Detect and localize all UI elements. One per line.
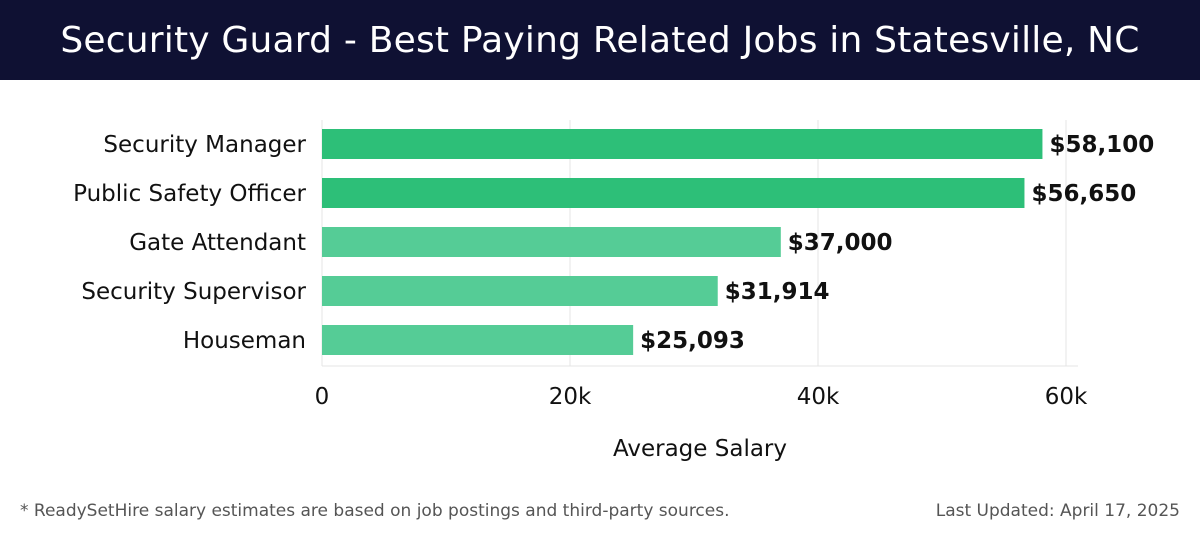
last-updated: Last Updated: April 17, 2025: [935, 501, 1180, 521]
bar: [322, 178, 1025, 208]
value-label: $25,093: [640, 328, 745, 354]
category-label: Security Manager: [103, 132, 306, 158]
category-label: Public Safety Officer: [73, 181, 306, 207]
x-tick-label: 40k: [797, 384, 840, 410]
title-bar: Security Guard - Best Paying Related Job…: [0, 0, 1200, 80]
category-label: Houseman: [183, 328, 306, 354]
x-tick-labels: 0 20k 40k 60k: [315, 384, 1088, 410]
value-label: $56,650: [1031, 181, 1136, 207]
category-labels: Security Manager Public Safety Officer Gat…: [73, 132, 306, 354]
bar: [322, 325, 634, 355]
value-label: $37,000: [788, 230, 893, 256]
value-labels: $58,100 $56,650 $37,000 $31,914 $25,093: [640, 132, 1154, 354]
category-label: Gate Attendant: [129, 230, 306, 256]
bars: [322, 129, 1043, 355]
bar: [322, 227, 781, 257]
bar: [322, 276, 718, 306]
x-tick-label: 0: [315, 384, 330, 410]
x-axis-label: Average Salary: [613, 436, 787, 462]
category-label: Security Supervisor: [81, 279, 306, 305]
x-tick-label: 60k: [1045, 384, 1088, 410]
value-label: $58,100: [1049, 132, 1154, 158]
bar-chart: Security Manager Public Safety Officer Gat…: [73, 120, 1154, 462]
x-tick-label: 20k: [549, 384, 592, 410]
footnote: * ReadySetHire salary estimates are base…: [20, 501, 730, 521]
chart-title: Security Guard - Best Paying Related Job…: [60, 19, 1140, 61]
bar: [322, 129, 1043, 159]
value-label: $31,914: [725, 279, 830, 305]
